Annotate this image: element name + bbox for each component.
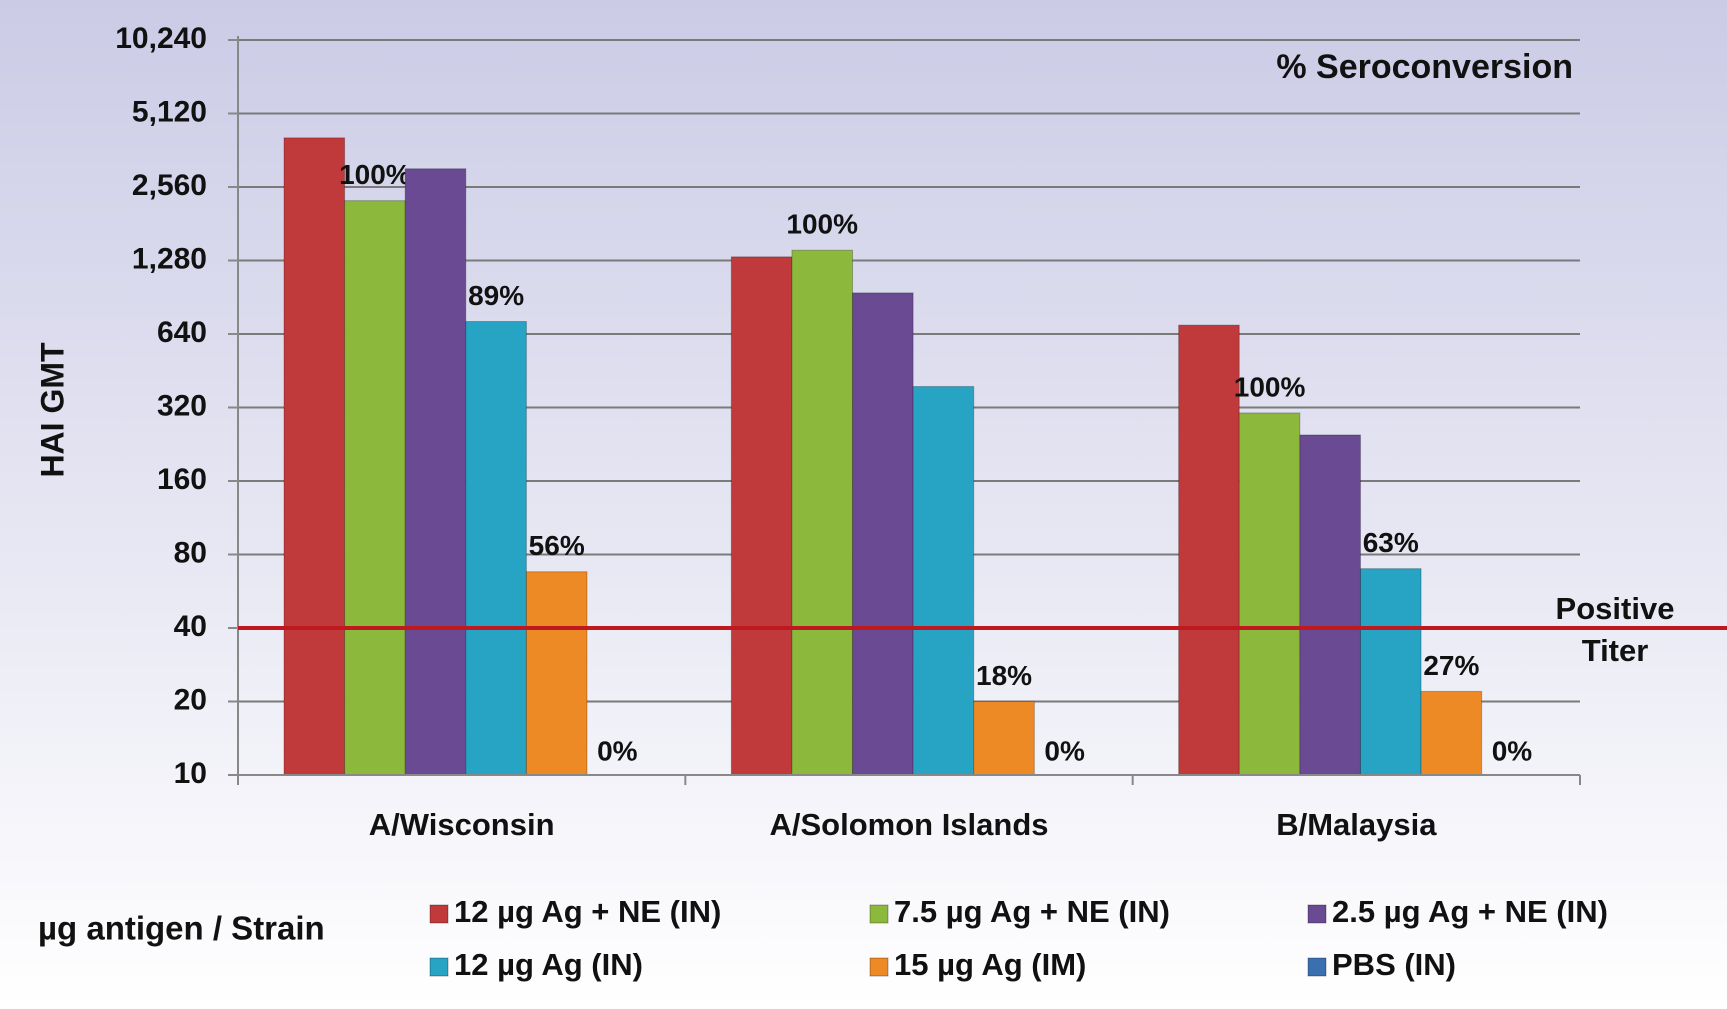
data-label: 100%	[1234, 371, 1306, 402]
legend-swatch	[869, 904, 889, 924]
y-tick-label: 20	[174, 683, 207, 716]
data-label: 89%	[468, 280, 524, 311]
data-label: 56%	[529, 530, 585, 561]
y-tick-label: 2,560	[132, 169, 207, 202]
bar	[912, 386, 975, 776]
legend-label: PBS (IN)	[1332, 947, 1456, 982]
legend-swatch	[869, 957, 889, 977]
bar	[465, 321, 527, 776]
x-tick-label: A/Solomon Islands	[769, 807, 1048, 842]
x-tick-label: B/Malaysia	[1276, 807, 1437, 842]
bar	[344, 200, 406, 776]
legend-label: 15 µg Ag (IM)	[894, 947, 1086, 982]
bar	[525, 571, 588, 776]
bar	[1238, 412, 1301, 776]
bar	[1420, 690, 1483, 776]
bar	[283, 137, 346, 776]
data-label: 0%	[597, 735, 638, 766]
reference-label: Titer	[1582, 633, 1649, 668]
y-tick-label: 320	[157, 389, 207, 422]
data-label: 27%	[1423, 650, 1479, 681]
y-tick-label: 10	[174, 757, 207, 790]
data-label: 18%	[976, 660, 1032, 691]
legend-label: 2.5 µg Ag + NE (IN)	[1332, 894, 1608, 929]
legend-swatch	[1307, 904, 1327, 924]
y-tick-label: 1,280	[132, 242, 207, 275]
data-label: 0%	[1044, 735, 1085, 766]
y-tick-label: 640	[157, 316, 207, 349]
bar	[973, 701, 1035, 776]
chart-title: % Seroconversion	[1276, 48, 1573, 86]
legend-label: 12 µg Ag (IN)	[454, 947, 643, 982]
bar	[1178, 324, 1240, 776]
legend-swatch	[429, 957, 449, 977]
y-tick-label: 5,120	[132, 95, 207, 128]
bar	[1299, 434, 1361, 776]
legend-label: 7.5 µg Ag + NE (IN)	[894, 894, 1170, 929]
legend-title: µg antigen / Strain	[38, 910, 325, 947]
legend-swatch	[1307, 957, 1327, 977]
data-label: 63%	[1363, 527, 1419, 558]
data-label: 100%	[786, 209, 858, 240]
legend-label: 12 µg Ag + NE (IN)	[454, 894, 721, 929]
y-axis-title: HAI GMT	[34, 342, 70, 478]
bar	[404, 168, 467, 776]
bar	[852, 292, 914, 776]
y-tick-label: 10,240	[115, 22, 207, 55]
bar	[1359, 568, 1422, 776]
y-tick-label: 80	[174, 536, 207, 569]
y-tick-label: 40	[174, 610, 207, 643]
reference-label: Positive	[1556, 591, 1675, 626]
data-label: 0%	[1492, 735, 1533, 766]
legend-swatch	[429, 904, 449, 924]
x-tick-label: A/Wisconsin	[369, 807, 555, 842]
bar	[791, 249, 854, 776]
y-tick-label: 160	[157, 463, 207, 496]
bar	[730, 256, 793, 776]
data-label: 100%	[339, 159, 411, 190]
